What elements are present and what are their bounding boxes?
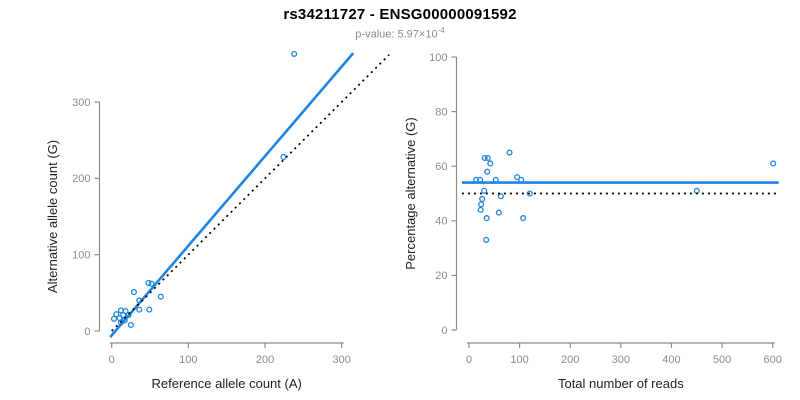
y-tick-label: 80 bbox=[435, 106, 447, 118]
data-point bbox=[506, 149, 513, 156]
pvalue-exponent: -4 bbox=[437, 26, 445, 35]
y-tick-label: 60 bbox=[435, 161, 447, 173]
x-tick-label: 0 bbox=[109, 354, 115, 366]
y-tick-label: 0 bbox=[84, 326, 90, 338]
data-point bbox=[483, 236, 490, 243]
x-tick-label: 300 bbox=[333, 354, 351, 366]
x-tick-label: 100 bbox=[179, 354, 197, 366]
data-point bbox=[478, 201, 485, 208]
data-point bbox=[526, 190, 533, 197]
pvalue-text: p-value: 5.97×10 bbox=[355, 28, 438, 41]
y-axis-title: Percentage alternative (G) bbox=[403, 117, 418, 269]
data-point bbox=[136, 306, 143, 313]
x-tick-label: 200 bbox=[561, 354, 579, 366]
x-axis-title: Total number of reads bbox=[558, 376, 684, 391]
data-point bbox=[113, 311, 120, 318]
x-tick-label: 500 bbox=[713, 354, 731, 366]
figure-subtitle: p-value: 5.97×10-4 bbox=[0, 26, 800, 41]
data-point bbox=[481, 187, 488, 194]
figure-title: rs34211727 - ENSG00000091592 bbox=[283, 6, 517, 23]
x-tick-label: 0 bbox=[466, 354, 472, 366]
left-plot: 0 100 200 300 0 100 200 300 Reference allele cou… bbox=[45, 50, 390, 391]
y-tick-label: 20 bbox=[435, 270, 447, 282]
data-point bbox=[487, 160, 494, 167]
data-point bbox=[484, 154, 491, 162]
data-point bbox=[693, 187, 700, 194]
data-point bbox=[130, 289, 137, 296]
data-point bbox=[481, 154, 488, 162]
data-point bbox=[110, 315, 118, 322]
y-tick-label: 100 bbox=[72, 249, 90, 261]
data-point bbox=[514, 174, 521, 181]
x-tick-label: 200 bbox=[256, 354, 274, 366]
y-tick-label: 40 bbox=[435, 216, 447, 228]
y-tick-label: 100 bbox=[429, 52, 447, 64]
data-point bbox=[157, 293, 164, 300]
data-point bbox=[483, 215, 490, 222]
right-plot: 0 20 40 60 80 100 0 100 200 300 400 500 600 Total num… bbox=[403, 52, 782, 391]
x-tick-label: 100 bbox=[510, 354, 528, 366]
data-point bbox=[145, 279, 152, 286]
y-tick-label: 200 bbox=[72, 173, 90, 185]
data-point bbox=[146, 306, 153, 313]
fit-line bbox=[109, 52, 355, 338]
data-point bbox=[495, 209, 502, 216]
y-tick-label: 300 bbox=[72, 97, 90, 109]
identity-line bbox=[111, 54, 390, 332]
data-point bbox=[477, 206, 484, 213]
y-axis-title: Alternative allele count (G) bbox=[45, 140, 60, 293]
x-tick-label: 600 bbox=[764, 354, 782, 366]
x-tick-label: 300 bbox=[612, 354, 630, 366]
data-point bbox=[520, 215, 527, 222]
x-tick-label: 400 bbox=[662, 354, 680, 366]
data-point bbox=[770, 160, 777, 167]
y-tick-label: 0 bbox=[441, 325, 447, 337]
data-point bbox=[127, 321, 134, 328]
x-axis-title: Reference allele count (A) bbox=[152, 376, 302, 391]
data-point bbox=[148, 280, 155, 287]
data-point bbox=[291, 50, 298, 57]
data-point bbox=[484, 168, 491, 175]
data-point bbox=[479, 195, 486, 203]
data-point bbox=[280, 153, 287, 161]
data-point bbox=[497, 193, 504, 200]
